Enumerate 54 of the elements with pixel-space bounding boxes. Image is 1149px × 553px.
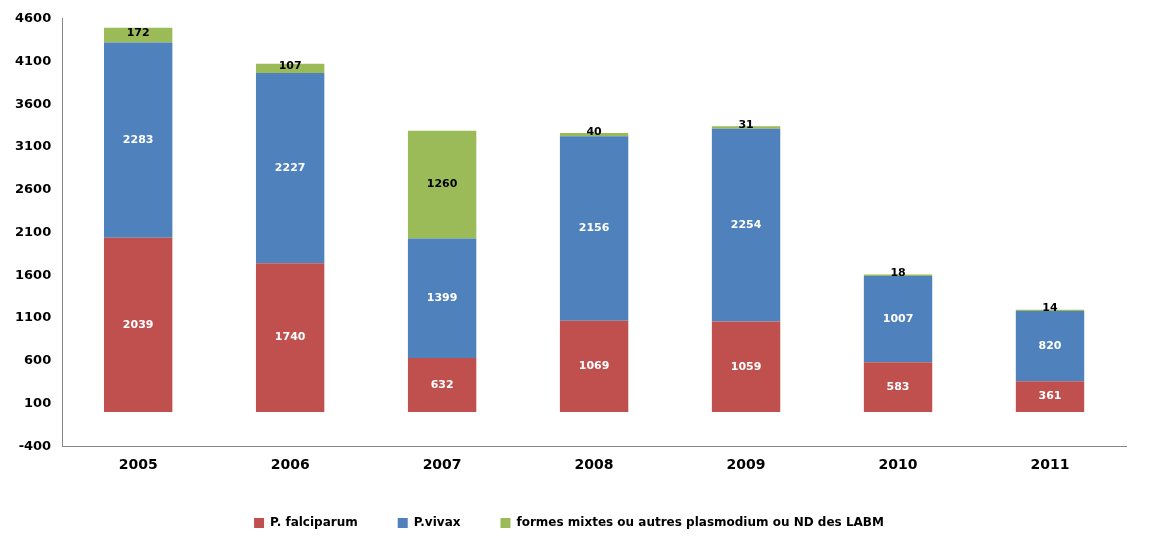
bar (1015, 311, 1085, 382)
y-tick-label: 600 (24, 352, 52, 368)
legend-label: P. falciparum (270, 515, 358, 530)
bar (407, 357, 477, 413)
legend-label: P.vivax (413, 515, 461, 530)
data-label: 632 (430, 377, 454, 391)
data-label: 1007 (882, 311, 914, 325)
data-label: 1059 (730, 359, 762, 373)
y-tick-label: 4100 (14, 52, 52, 68)
x-tick-label: 2007 (422, 456, 462, 473)
legend-label: formes mixtes ou autres plasmodium ou ND des LABM (516, 515, 884, 530)
x-tick-label: 2005 (118, 456, 158, 473)
bar (103, 42, 173, 238)
bar (711, 321, 781, 413)
data-label: 2254 (730, 218, 762, 232)
data-label: 1399 (426, 291, 458, 305)
bar (1015, 381, 1085, 413)
data-label: 2039 (122, 317, 154, 331)
data-label: 2227 (274, 160, 306, 174)
data-label: 820 (1038, 338, 1062, 352)
bar (711, 126, 781, 129)
y-tick-label: 1600 (14, 266, 52, 282)
bar (255, 263, 325, 413)
data-label: 2156 (578, 221, 610, 235)
y-tick-label: 3100 (14, 138, 52, 154)
y-tick-label: 4600 (14, 10, 52, 26)
x-tick-label: 2006 (270, 456, 310, 473)
data-label: 1069 (578, 359, 610, 373)
bar (863, 276, 933, 363)
data-label: 583 (886, 379, 910, 393)
data-label: 172 (126, 26, 150, 40)
y-tick-label: 1100 (14, 309, 52, 325)
y-tick-label: 2600 (14, 181, 52, 197)
bar (407, 130, 477, 239)
bar (559, 136, 629, 321)
bar (863, 362, 933, 413)
bar (559, 320, 629, 413)
y-tick-label: 100 (24, 394, 52, 410)
bar (103, 27, 173, 43)
data-label: 1740 (274, 330, 306, 344)
data-label: 2283 (122, 133, 154, 146)
bar (407, 238, 477, 358)
x-tick-label: 2010 (878, 456, 918, 473)
x-tick-label: 2009 (726, 456, 766, 473)
bar (255, 72, 325, 264)
y-tick-label: 3600 (14, 95, 52, 111)
bar (711, 128, 781, 322)
data-label: 361 (1038, 389, 1062, 403)
y-tick-label: -400 (18, 437, 52, 453)
x-tick-label: 2008 (574, 456, 614, 473)
data-label: 1260 (426, 177, 458, 191)
bar (103, 237, 173, 413)
y-tick-label: 2100 (14, 223, 52, 239)
x-tick-label: 2011 (1030, 456, 1070, 473)
